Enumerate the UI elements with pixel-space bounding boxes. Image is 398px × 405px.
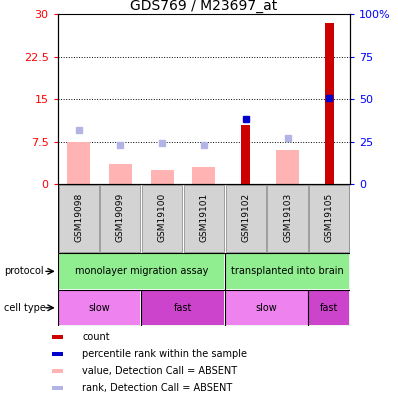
- Text: GSM19099: GSM19099: [116, 192, 125, 242]
- Bar: [59, 290, 140, 325]
- Bar: [309, 185, 349, 252]
- Bar: [142, 290, 224, 325]
- Bar: [59, 254, 224, 289]
- Text: GSM19101: GSM19101: [199, 192, 209, 242]
- Bar: [52, 386, 63, 390]
- Text: fast: fast: [174, 303, 192, 313]
- Bar: [267, 185, 308, 252]
- Bar: [142, 185, 182, 252]
- Title: GDS769 / M23697_at: GDS769 / M23697_at: [131, 0, 277, 13]
- Text: cell type: cell type: [4, 303, 46, 313]
- Bar: [52, 352, 63, 356]
- Text: protocol: protocol: [4, 266, 44, 276]
- Bar: [226, 185, 266, 252]
- Bar: [67, 142, 90, 184]
- Text: slow: slow: [89, 303, 110, 313]
- Bar: [59, 185, 99, 252]
- Text: GSM19100: GSM19100: [158, 192, 167, 242]
- Bar: [151, 170, 174, 184]
- Bar: [309, 290, 349, 325]
- Text: GSM19103: GSM19103: [283, 192, 292, 242]
- Text: percentile rank within the sample: percentile rank within the sample: [82, 349, 247, 359]
- Text: value, Detection Call = ABSENT: value, Detection Call = ABSENT: [82, 366, 237, 376]
- Bar: [226, 290, 308, 325]
- Text: count: count: [82, 332, 110, 342]
- Bar: [276, 150, 299, 184]
- Text: slow: slow: [256, 303, 277, 313]
- Bar: [184, 185, 224, 252]
- Text: GSM19105: GSM19105: [325, 192, 334, 242]
- Text: GSM19102: GSM19102: [241, 192, 250, 242]
- Bar: [52, 369, 63, 373]
- Text: monolayer migration assay: monolayer migration assay: [74, 266, 208, 276]
- Text: fast: fast: [320, 303, 339, 313]
- Bar: [241, 125, 250, 184]
- Bar: [193, 167, 215, 184]
- Text: GSM19098: GSM19098: [74, 192, 83, 242]
- Bar: [226, 254, 349, 289]
- Text: rank, Detection Call = ABSENT: rank, Detection Call = ABSENT: [82, 383, 232, 393]
- Bar: [325, 23, 334, 184]
- Bar: [52, 335, 63, 339]
- Bar: [100, 185, 140, 252]
- Text: transplanted into brain: transplanted into brain: [231, 266, 344, 276]
- Bar: [109, 164, 132, 184]
